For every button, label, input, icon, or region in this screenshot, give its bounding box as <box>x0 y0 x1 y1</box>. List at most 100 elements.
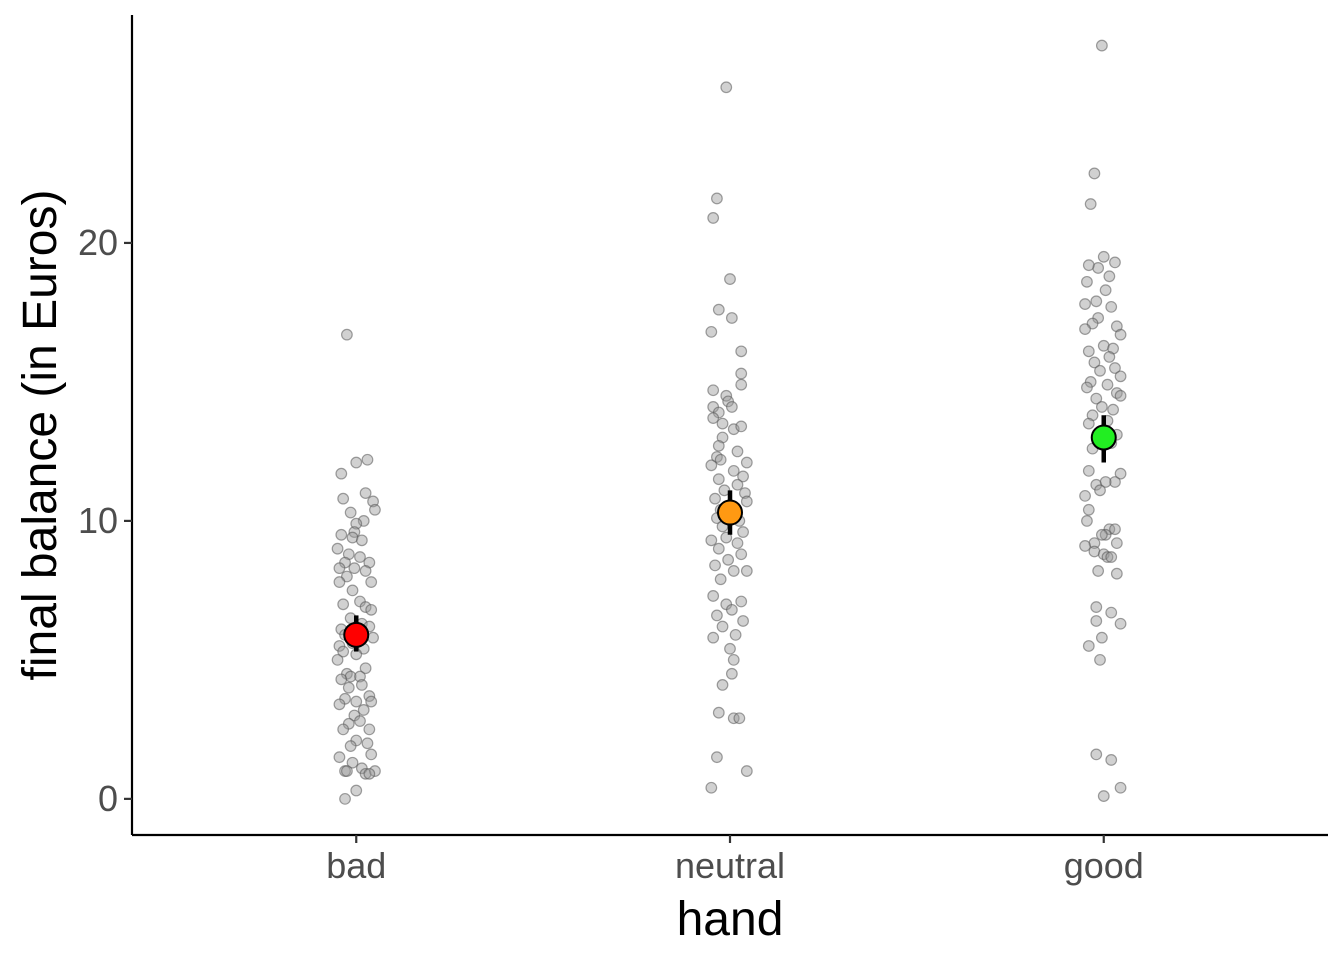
data-point-bad <box>355 678 368 691</box>
data-point-bad <box>354 715 366 727</box>
data-point-bad <box>335 528 348 541</box>
data-point-neutral <box>707 631 720 644</box>
data-point-good <box>1099 284 1112 297</box>
data-point-neutral <box>707 212 720 224</box>
data-point-neutral <box>727 653 740 666</box>
data-point-bad <box>337 598 350 611</box>
x-tick-label-neutral: neutral <box>675 845 785 886</box>
data-point-good <box>1107 403 1119 416</box>
data-point-good <box>1088 356 1101 369</box>
data-point-good <box>1082 417 1095 430</box>
data-point-bad <box>365 603 378 616</box>
data-point-neutral <box>714 573 727 586</box>
data-point-good <box>1095 401 1108 413</box>
data-point-neutral <box>735 595 748 608</box>
data-point-bad <box>365 695 378 708</box>
data-point-neutral <box>725 603 738 616</box>
data-point-good <box>1090 748 1103 761</box>
data-point-neutral <box>720 81 733 94</box>
mean-point-neutral <box>717 499 743 526</box>
data-point-good <box>1095 528 1108 541</box>
data-point-bad <box>350 695 363 708</box>
data-point-bad <box>337 723 350 736</box>
data-point-bad <box>354 551 366 563</box>
data-point-neutral <box>737 526 749 538</box>
data-point-good <box>1114 328 1127 341</box>
data-point-bad <box>365 576 378 588</box>
mean-point-good <box>1090 424 1117 451</box>
data-point-neutral <box>720 531 733 544</box>
data-point-neutral <box>731 537 744 550</box>
data-point-bad <box>346 756 359 769</box>
data-point-neutral <box>731 478 744 491</box>
data-point-neutral <box>735 378 748 391</box>
data-point-neutral <box>716 417 729 430</box>
data-point-neutral <box>707 590 720 602</box>
data-point-neutral <box>711 609 723 622</box>
data-point-bad <box>359 662 372 675</box>
data-point-neutral <box>740 456 753 469</box>
data-point-good <box>1109 256 1121 269</box>
data-point-neutral <box>729 628 742 641</box>
data-point-neutral <box>740 765 753 777</box>
data-point-neutral <box>705 459 718 472</box>
data-point-bad <box>355 534 368 547</box>
data-point-neutral <box>737 470 749 483</box>
data-point-good <box>1099 528 1112 541</box>
data-point-neutral <box>735 420 748 433</box>
y-tick-label: 10 <box>78 500 118 541</box>
data-point-neutral <box>709 559 721 572</box>
data-point-good <box>1103 270 1116 283</box>
data-point-good <box>1094 653 1106 666</box>
data-point-good <box>1095 39 1108 52</box>
data-point-good <box>1094 484 1106 497</box>
x-tick-label-good: good <box>1064 845 1144 886</box>
data-point-good <box>1082 259 1095 272</box>
data-point-bad <box>350 456 363 469</box>
data-point-good <box>1088 167 1101 180</box>
data-point-good <box>1095 631 1108 644</box>
data-point-good <box>1090 601 1103 613</box>
data-point-bad <box>333 698 346 711</box>
data-point-neutral <box>740 495 753 508</box>
data-point-good <box>1090 615 1103 627</box>
data-point-neutral <box>725 312 738 324</box>
data-point-neutral <box>737 615 749 627</box>
data-point-neutral <box>727 464 740 477</box>
y-tick-label: 20 <box>78 222 118 263</box>
data-point-neutral <box>712 706 725 719</box>
data-point-neutral <box>722 553 735 566</box>
data-point-neutral <box>740 565 753 577</box>
data-point-neutral <box>707 412 720 424</box>
data-point-bad <box>367 631 379 644</box>
data-point-bad <box>333 562 346 575</box>
data-point-good <box>1082 464 1095 477</box>
data-point-neutral <box>707 384 720 397</box>
data-point-good <box>1114 370 1127 383</box>
y-axis-title: final balance (in Euros) <box>14 190 67 681</box>
data-point-bad <box>359 487 372 500</box>
data-point-bad <box>341 765 353 777</box>
data-point-neutral <box>712 473 725 486</box>
data-point-bad <box>341 328 353 341</box>
data-point-good <box>1109 523 1121 536</box>
data-point-bad <box>331 542 344 555</box>
data-point-bad <box>359 601 372 613</box>
data-point-bad <box>342 681 355 694</box>
data-point-good <box>1079 540 1091 552</box>
data-point-bad <box>331 653 344 666</box>
data-point-neutral <box>724 642 736 655</box>
data-point-good <box>1094 364 1106 377</box>
data-point-good <box>1082 503 1095 516</box>
data-point-good <box>1092 565 1105 577</box>
y-tick-label: 0 <box>98 778 118 819</box>
y-ticks: 0 10 20 <box>78 222 132 819</box>
data-point-neutral <box>727 565 740 577</box>
data-point-good <box>1084 198 1097 210</box>
data-point-good <box>1110 567 1123 580</box>
data-point-neutral <box>712 303 725 316</box>
data-point-good <box>1105 606 1118 619</box>
data-point-neutral <box>705 534 718 547</box>
data-point-neutral <box>712 542 725 555</box>
data-point-neutral <box>733 712 746 725</box>
